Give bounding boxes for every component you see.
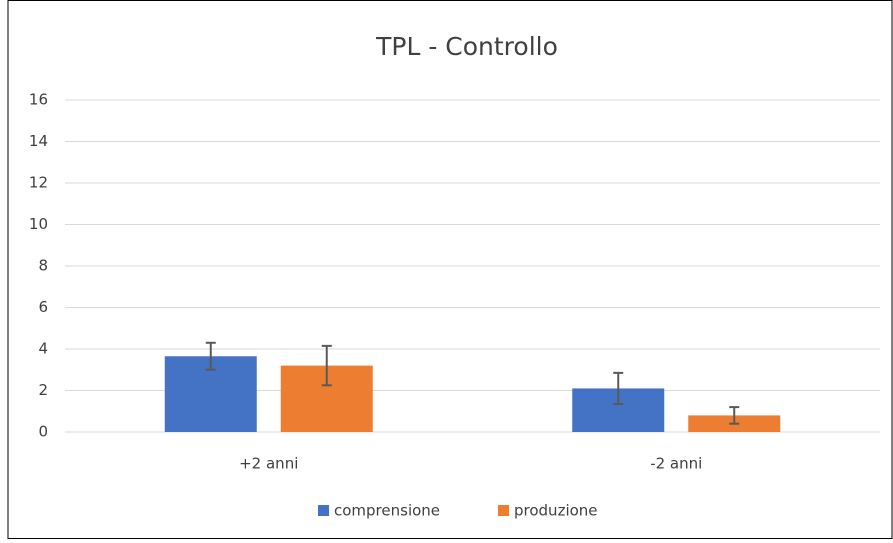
y-tick-label: 8: [38, 257, 48, 275]
y-tick-label: 2: [38, 381, 48, 399]
y-tick-label: 10: [29, 215, 48, 233]
y-tick-label: 14: [29, 132, 48, 150]
y-tick-label: 0: [38, 423, 48, 441]
error-bar: [613, 371, 624, 405]
error-bar: [321, 344, 332, 387]
legend-label: produzione: [514, 502, 598, 520]
chart-title: TPL - Controllo: [375, 32, 558, 61]
y-tick-label: 12: [29, 174, 48, 192]
legend-label: comprensione: [334, 502, 440, 520]
legend-swatch: [498, 505, 509, 516]
x-tick-label: +2 anni: [239, 455, 298, 473]
x-tick-label: -2 anni: [650, 455, 702, 473]
error-bar: [205, 341, 216, 371]
error-bar: [729, 406, 740, 425]
y-tick-label: 16: [29, 91, 48, 109]
chart-border: [7, 0, 893, 539]
y-tick-label: 6: [38, 298, 48, 316]
y-tick-label: 4: [38, 340, 48, 358]
legend-swatch: [318, 505, 329, 516]
